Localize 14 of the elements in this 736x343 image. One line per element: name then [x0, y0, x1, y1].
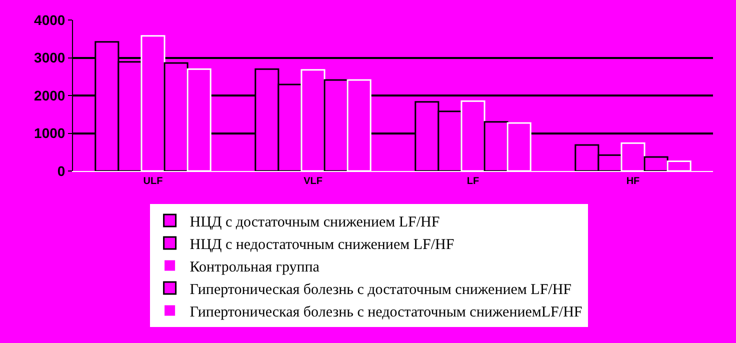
- legend-label: Контрольная группа: [190, 259, 320, 276]
- y-tick-label: 4000: [34, 12, 66, 28]
- x-tick-label: VLF: [304, 176, 322, 187]
- y-tick-label: 2000: [34, 87, 66, 104]
- legend-label: Гипертоническая болезнь с недостаточным снижениемLF/HF: [190, 304, 582, 320]
- y-tick-label: 1000: [34, 125, 66, 142]
- y-tick-label: 3000: [34, 50, 66, 66]
- y-tick-label: 0: [57, 162, 66, 179]
- legend-label: НЦД с достаточным снижением LF/HF: [190, 214, 440, 230]
- x-tick-label: HF: [626, 176, 640, 187]
- x-tick-label: LF: [466, 176, 480, 187]
- legend-label: НЦД с недостаточным снижением LF/HF: [190, 236, 454, 253]
- x-tick-label: ULF: [143, 176, 163, 187]
- legend-label: Гипертоническая болезнь с достаточным снижением LF/HF: [190, 282, 572, 298]
